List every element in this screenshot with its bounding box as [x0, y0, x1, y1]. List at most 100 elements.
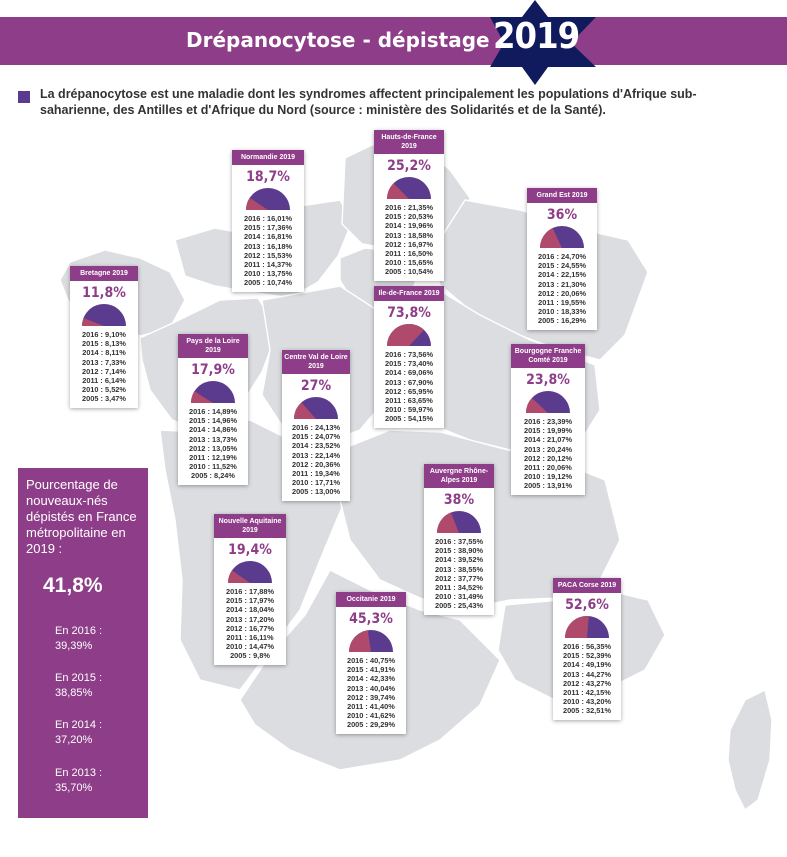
history-row: 2011 : 19,55% — [538, 298, 586, 308]
history-row: 2016 : 24,13% — [291, 423, 341, 432]
history-year-value: 39,39% — [55, 640, 93, 652]
gauge-value — [387, 324, 424, 346]
gauge-value — [540, 228, 562, 248]
history-row: 2005 : 54,15% — [384, 414, 434, 424]
history-row: 2016 : 56,35% — [562, 642, 612, 651]
history-row: 2016 : 73,56% — [384, 350, 434, 359]
history-row: 2013 : 20,24% — [523, 444, 573, 454]
history-row: 2013 : 44,27% — [562, 669, 612, 679]
history-row: 2013 : 22,14% — [291, 450, 341, 460]
history-row: 2005 : 13,00% — [291, 487, 341, 497]
history-row: 2016 : 21,35% — [384, 203, 434, 212]
card-value: 17,9% — [191, 362, 235, 378]
card-ile-de-france: Ile-de-France 2019 73,8% 2016 : 73,56% 20… — [374, 286, 444, 428]
history-row: 2014 : 19,96% — [384, 221, 434, 231]
gauge-remaining — [82, 304, 126, 326]
history-row: 2016 : 16,01% — [243, 214, 293, 223]
card-paca-corse: PACA Corse 2019 52,6% 2016 : 56,35% 2015 … — [553, 578, 621, 720]
card-value: 52,6% — [565, 597, 609, 613]
history-list: 2016 : 14,89% 2015 : 14,96% 2014 : 14,86% 2… — [178, 407, 248, 485]
history-list: 2016 : 16,01% 2015 : 17,36% 2014 : 16,81% 2… — [232, 214, 304, 292]
card-title: Auvergne Rhône-Alpes 2019 — [424, 464, 494, 488]
gauge-value — [294, 402, 316, 419]
card-value: 25,2% — [387, 158, 431, 174]
gauge — [437, 511, 481, 533]
national-summary-title: Pourcentage de nouveaux-nés dépistés en … — [26, 477, 137, 556]
history-row: 2010 : 17,71% — [291, 478, 341, 488]
history-row: 2005 : 9,8% — [230, 651, 270, 661]
history-year-label: En 2014 : — [55, 719, 103, 731]
history-row: 2012 : 16,97% — [384, 239, 434, 249]
history-row: 2010 : 31,49% — [434, 592, 484, 602]
history-row: 2015 : 52,39% — [562, 651, 612, 661]
gauge-value — [191, 391, 213, 403]
history-row: 2013 : 17,20% — [225, 614, 275, 624]
card-title: Bretagne 2019 — [70, 266, 138, 281]
card-title: Nouvelle Aquitaine 2019 — [214, 514, 286, 538]
history-row: 2016 : 23,39% — [523, 417, 573, 426]
history-row: 2010 : 59,97% — [384, 405, 434, 415]
history-year-value: 37,20% — [55, 734, 93, 746]
history-row: 2014 : 49,19% — [562, 660, 612, 670]
history-row: 2005 : 8,24% — [191, 471, 235, 481]
star-icon — [490, 0, 596, 85]
card-bourgogne-franche-comte: Bourgogne Franche Comté 2019 23,8% 2016 … — [511, 344, 585, 495]
history-list: 2016 : 17,88% 2015 : 17,97% 2014 : 18,04% 2… — [214, 587, 286, 665]
history-row: 2014 : 14,86% — [188, 425, 238, 435]
card-pays-de-la-loire: Pays de la Loire 2019 17,9% 2016 : 14,89… — [178, 334, 248, 485]
year-label: 2019 — [493, 16, 580, 57]
history-row: 2010 : 11,52% — [189, 462, 237, 472]
history-row: 2005 : 29,29% — [346, 720, 396, 730]
card-value: 23,8% — [526, 372, 570, 388]
history-row: 2011 : 16,50% — [385, 249, 433, 259]
history-row: 2005 : 13,91% — [523, 481, 573, 491]
card-normandie: Normandie 2019 18,7% 2016 : 16,01% 2015 :… — [232, 150, 304, 292]
history-row: 2005 : 32,51% — [562, 706, 612, 716]
history-row: 2012 : 43,27% — [562, 678, 612, 688]
card-value: 36% — [546, 207, 578, 223]
history-row: 2005 : 3,47% — [82, 394, 126, 404]
history-row: 2013 : 38,55% — [434, 564, 484, 574]
history-row: 2014 : 23,52% — [291, 441, 341, 451]
card-title: Hauts-de-France 2019 — [374, 130, 444, 154]
card-bretagne: Bretagne 2019 11,8% 2016 : 9,10% 2015 : 8… — [70, 266, 138, 408]
card-title: Pays de la Loire 2019 — [178, 334, 248, 358]
gauge-value — [437, 512, 459, 533]
history-row: 2011 : 20,06% — [524, 463, 572, 473]
history-row: 2012 : 39,74% — [346, 692, 396, 702]
national-history-item: En 2014 : 37,20% — [55, 718, 102, 748]
history-list: 2016 : 21,35% 2015 : 20,53% 2014 : 19,96% 2… — [374, 203, 444, 281]
history-row: 2010 : 41,62% — [346, 711, 396, 721]
national-summary-panel: Pourcentage de nouveaux-nés dépistés en … — [18, 468, 148, 818]
gauge — [387, 324, 431, 346]
history-row: 2011 : 19,34% — [292, 469, 340, 479]
history-row: 2014 : 18,04% — [225, 605, 275, 615]
history-row: 2013 : 16,18% — [243, 241, 293, 251]
card-value: 19,4% — [228, 542, 272, 558]
history-row: 2010 : 19,12% — [523, 472, 573, 482]
history-row: 2013 : 21,30% — [537, 279, 587, 289]
history-row: 2016 : 40,75% — [346, 656, 396, 665]
history-year-label: En 2016 : — [55, 625, 103, 637]
card-occitanie: Occitanie 2019 45,3% 2016 : 40,75% 2015 :… — [336, 592, 406, 734]
history-row: 2015 : 73,40% — [384, 359, 434, 369]
history-row: 2015 : 41,91% — [346, 665, 396, 675]
national-history-item: En 2013 : 35,70% — [55, 766, 102, 796]
gauge-value — [246, 197, 268, 210]
page-title: Drépanocytose - dépistage — [186, 28, 490, 52]
history-list: 2016 : 73,56% 2015 : 73,40% 2014 : 69,06% 2… — [374, 350, 444, 428]
card-title: Bourgogne Franche Comté 2019 — [511, 344, 585, 368]
card-value: 38% — [443, 492, 475, 508]
history-row: 2014 : 22,15% — [537, 270, 587, 280]
history-list: 2016 : 37,55% 2015 : 38,90% 2014 : 39,52% 2… — [424, 537, 494, 615]
history-row: 2014 : 39,52% — [434, 555, 484, 565]
history-row: 2010 : 5,52% — [82, 385, 126, 395]
history-row: 2013 : 67,90% — [384, 377, 434, 387]
history-row: 2012 : 20,06% — [537, 288, 587, 298]
card-title: Centre Val de Loire 2019 — [282, 350, 350, 374]
history-row: 2012 : 7,14% — [82, 366, 126, 376]
card-auvergne-rhone-alpes: Auvergne Rhône-Alpes 2019 38% 2016 : 37,… — [424, 464, 494, 615]
national-history-item: En 2015 : 38,85% — [55, 671, 102, 701]
national-history-item: En 2016 : 39,39% — [55, 624, 102, 654]
history-row: 2005 : 25,43% — [434, 601, 484, 611]
